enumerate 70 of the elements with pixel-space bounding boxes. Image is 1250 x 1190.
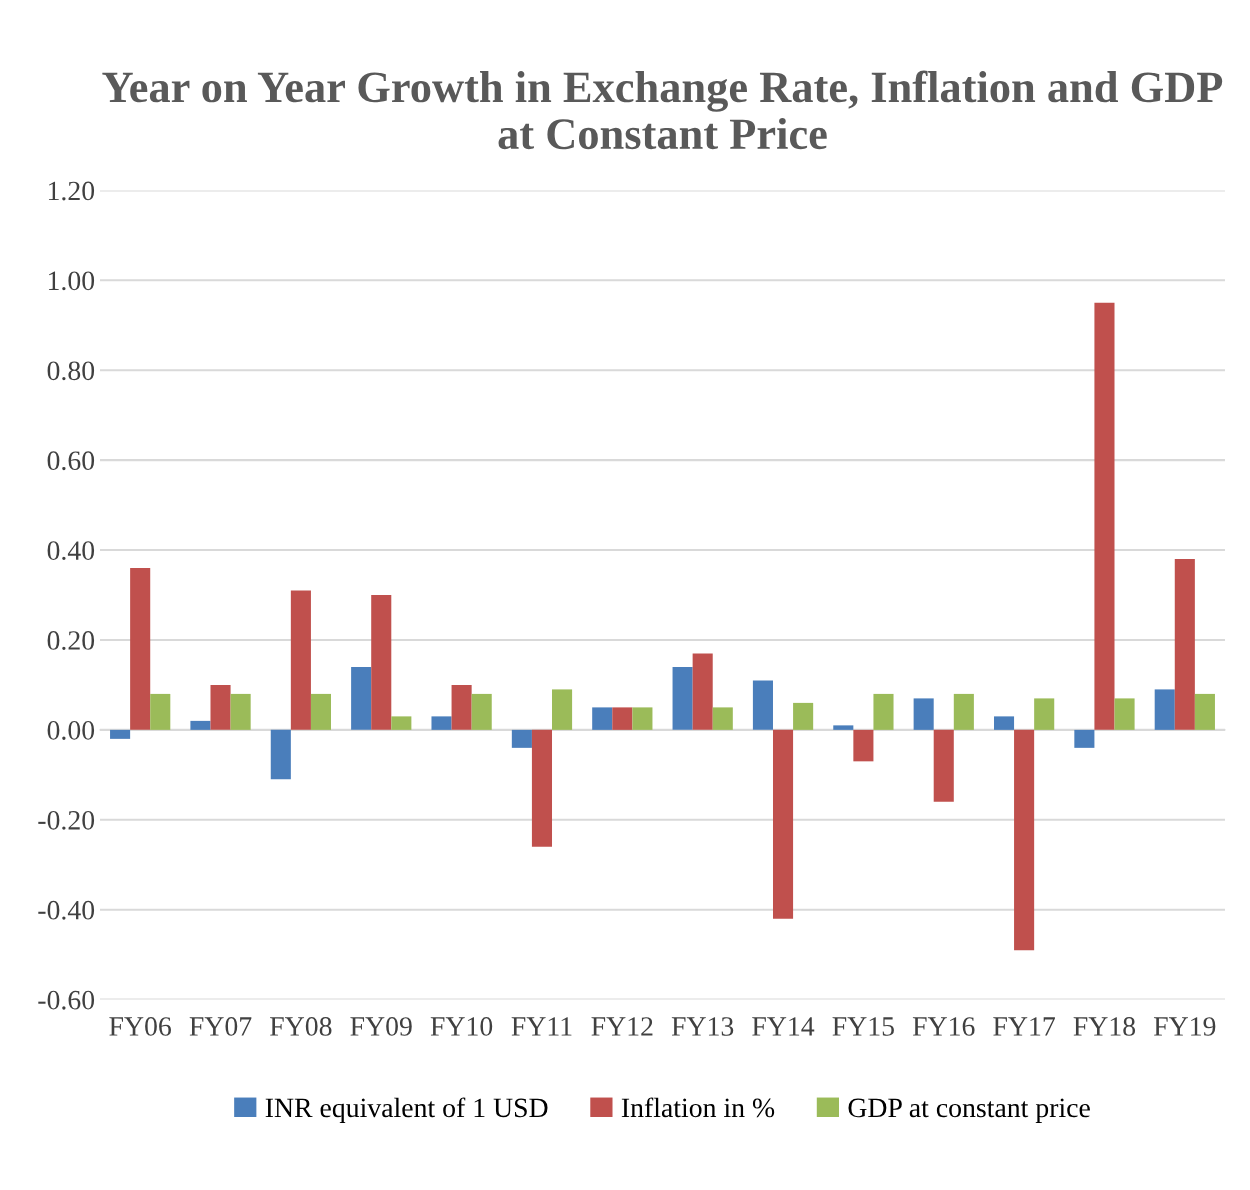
bar xyxy=(371,595,392,730)
bar xyxy=(290,590,311,730)
legend-label: GDP at constant price xyxy=(848,1098,1090,1123)
bar xyxy=(190,720,211,730)
x-tick-label: FY12 xyxy=(591,1017,653,1036)
bar xyxy=(1014,729,1035,951)
y-tick-label: -0.60 xyxy=(38,990,95,1010)
bar xyxy=(1094,302,1115,730)
bar xyxy=(752,680,773,730)
bar xyxy=(511,729,532,748)
bar xyxy=(431,716,452,730)
bar xyxy=(1174,559,1195,730)
bar xyxy=(210,684,231,730)
x-tick-label: FY06 xyxy=(109,1017,171,1036)
bar xyxy=(110,729,131,739)
bar xyxy=(1074,729,1095,748)
bar xyxy=(772,729,794,919)
bar xyxy=(1154,689,1175,730)
bar xyxy=(592,707,613,730)
y-tick-label: -0.20 xyxy=(38,810,95,830)
bar xyxy=(933,729,954,802)
y-tick-label: 0.60 xyxy=(47,451,95,471)
y-tick-label: 0.20 xyxy=(47,631,95,650)
bar xyxy=(230,693,251,730)
y-tick-label: -0.40 xyxy=(38,900,95,920)
x-tick-label: FY18 xyxy=(1073,1017,1136,1036)
bar xyxy=(391,716,412,730)
x-tick-label: FY15 xyxy=(832,1017,894,1036)
x-tick-label: FY09 xyxy=(350,1017,412,1036)
bar xyxy=(310,693,332,730)
bar xyxy=(612,707,633,730)
bar xyxy=(853,729,874,762)
y-tick-label: 0.80 xyxy=(47,361,95,381)
x-tick-label: FY17 xyxy=(993,1017,1055,1036)
bar xyxy=(692,653,713,730)
bar xyxy=(150,693,171,730)
x-tick-label: FY19 xyxy=(1153,1017,1216,1036)
y-tick-label: 0.00 xyxy=(47,721,95,740)
bar xyxy=(552,689,573,730)
x-tick-label: FY07 xyxy=(189,1017,252,1036)
bar xyxy=(471,693,492,730)
bar xyxy=(712,707,733,730)
bar xyxy=(1034,698,1055,730)
bar xyxy=(873,693,894,730)
bar xyxy=(632,707,653,730)
x-tick-label: FY11 xyxy=(511,1017,572,1036)
x-tick-label: FY08 xyxy=(270,1017,332,1036)
y-tick-label: 0.40 xyxy=(47,541,95,561)
x-tick-label: FY13 xyxy=(671,1017,734,1036)
bar xyxy=(993,716,1015,730)
x-tick-label: FY10 xyxy=(430,1017,493,1036)
chart-title: Year on Year Growth in Exchange Rate, Inflation and GDP at Constant Price xyxy=(102,70,1223,150)
bar xyxy=(953,693,974,730)
bar xyxy=(793,702,814,730)
bar xyxy=(1194,693,1215,730)
x-tick-label: FY16 xyxy=(912,1017,975,1036)
y-tick-label: 1.20 xyxy=(48,181,95,201)
bar xyxy=(672,666,693,730)
bar xyxy=(351,666,372,730)
bar xyxy=(833,725,854,730)
bar xyxy=(270,729,291,780)
bar xyxy=(130,568,151,730)
x-tick-label: FY14 xyxy=(752,1017,815,1036)
legend-label: Inflation in % xyxy=(621,1097,775,1118)
bar xyxy=(531,729,553,847)
bar xyxy=(913,698,934,730)
y-tick-label: 1.00 xyxy=(48,271,95,291)
bar xyxy=(1114,698,1135,730)
bar xyxy=(451,684,472,730)
legend-label: INR equivalent of 1 USD xyxy=(265,1097,548,1123)
